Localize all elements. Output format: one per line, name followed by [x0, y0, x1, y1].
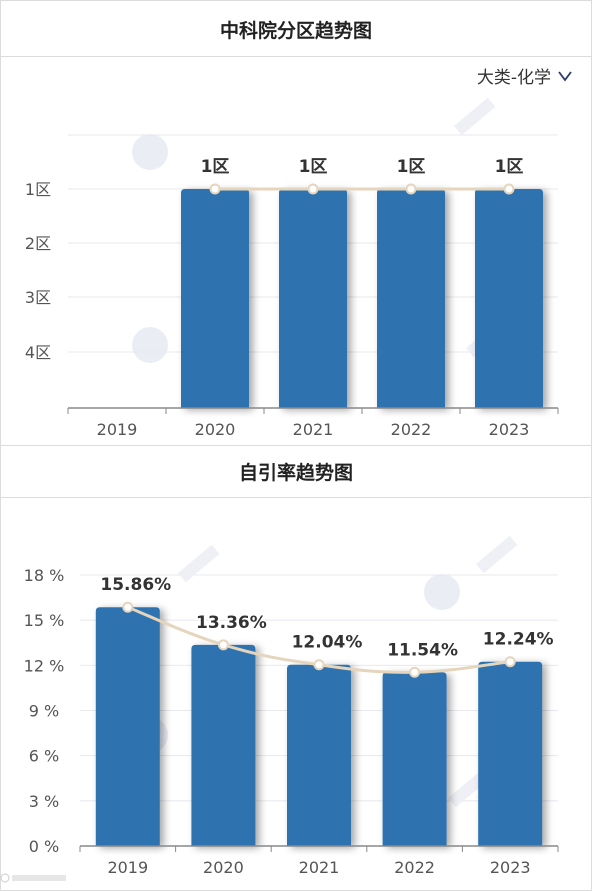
watermark-logo-icon: [132, 327, 168, 363]
watermark-text-icon: [454, 97, 496, 136]
category-dropdown-label: 大类-化学: [476, 68, 551, 88]
watermark-logo-icon: [132, 134, 168, 170]
bar: [279, 189, 347, 408]
quartile-chart: 1区 2区 3区 4区 1区 1区 1区 1区 2019 2020 2021 2022 2023: [25, 97, 559, 439]
bar: [181, 189, 249, 408]
x-tick-label: 2023: [489, 420, 530, 439]
trend-point: [209, 183, 221, 195]
y-tick-label: 1区: [25, 180, 51, 199]
watermark-logo-icon: [0, 873, 66, 883]
x-tick-label: 2020: [195, 420, 236, 439]
x-tick-label: 2021: [293, 420, 334, 439]
chevron-down-icon: [558, 70, 572, 81]
x-tick-label: 2022: [391, 420, 432, 439]
data-label: 1区: [495, 157, 524, 177]
trend-point: [405, 183, 417, 195]
y-tick-label: 2区: [25, 234, 51, 253]
y-tick-label: 3区: [25, 288, 51, 307]
self-citation-chart-panel: 自引率趋势图: [0, 446, 592, 891]
footer-watermark: [0, 872, 70, 887]
category-dropdown[interactable]: 大类-化学: [477, 63, 573, 88]
trend-point: [503, 183, 515, 195]
x-tick-label: 2019: [97, 420, 138, 439]
y-tick-label: 4区: [25, 343, 51, 362]
trend-point: [307, 183, 319, 195]
quartile-chart-title: 中科院分区趋势图: [1, 1, 591, 57]
bar: [377, 189, 445, 408]
data-label: 1区: [201, 157, 230, 177]
self-citation-chart-title: 自引率趋势图: [1, 446, 591, 498]
bar: [475, 189, 543, 408]
data-label: 1区: [299, 157, 328, 177]
data-label: 1区: [397, 157, 426, 177]
